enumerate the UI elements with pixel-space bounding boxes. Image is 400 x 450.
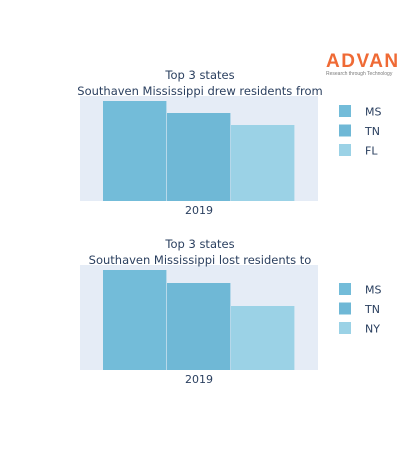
brand-name: ADVAN	[326, 51, 400, 72]
chart-title: Top 3 states	[164, 68, 234, 82]
legend-swatch-fl	[339, 144, 351, 156]
legend-swatch-tn	[339, 124, 351, 137]
chart-title: Top 3 states	[164, 237, 234, 251]
advan-logo: ADVAN Research through Technology	[326, 51, 400, 78]
bar-fl	[231, 125, 295, 201]
bar-tn	[167, 283, 231, 370]
legend-label-ny: NY	[365, 323, 380, 336]
chart-subtitle: Southaven Mississippi drew residents fro…	[77, 84, 322, 98]
legend-swatch-ms	[339, 105, 351, 117]
bar-ms	[103, 101, 167, 201]
bar-ny	[231, 306, 295, 370]
chart-2: Top 3 states Southaven Mississippi lost r…	[80, 237, 381, 386]
chart-subtitle: Southaven Mississippi lost residents to	[89, 253, 312, 267]
legend-swatch-ny	[339, 322, 351, 334]
legend-label-tn: TN	[364, 125, 380, 138]
bar-ms	[103, 270, 167, 370]
brand-tagline: Research through Technology	[326, 71, 393, 77]
chart-1: Top 3 states Southaven Mississippi drew r…	[77, 68, 381, 217]
bar-tn	[167, 113, 231, 201]
legend-swatch-ms	[339, 283, 351, 295]
legend-label-tn: TN	[364, 303, 380, 316]
x-tick-label: 2019	[185, 204, 213, 217]
x-tick-label: 2019	[185, 373, 213, 386]
legend-label-ms: MS	[365, 284, 381, 297]
legend-swatch-tn	[339, 302, 351, 315]
legend-label-ms: MS	[365, 106, 381, 119]
legend-label-fl: FL	[365, 145, 378, 158]
